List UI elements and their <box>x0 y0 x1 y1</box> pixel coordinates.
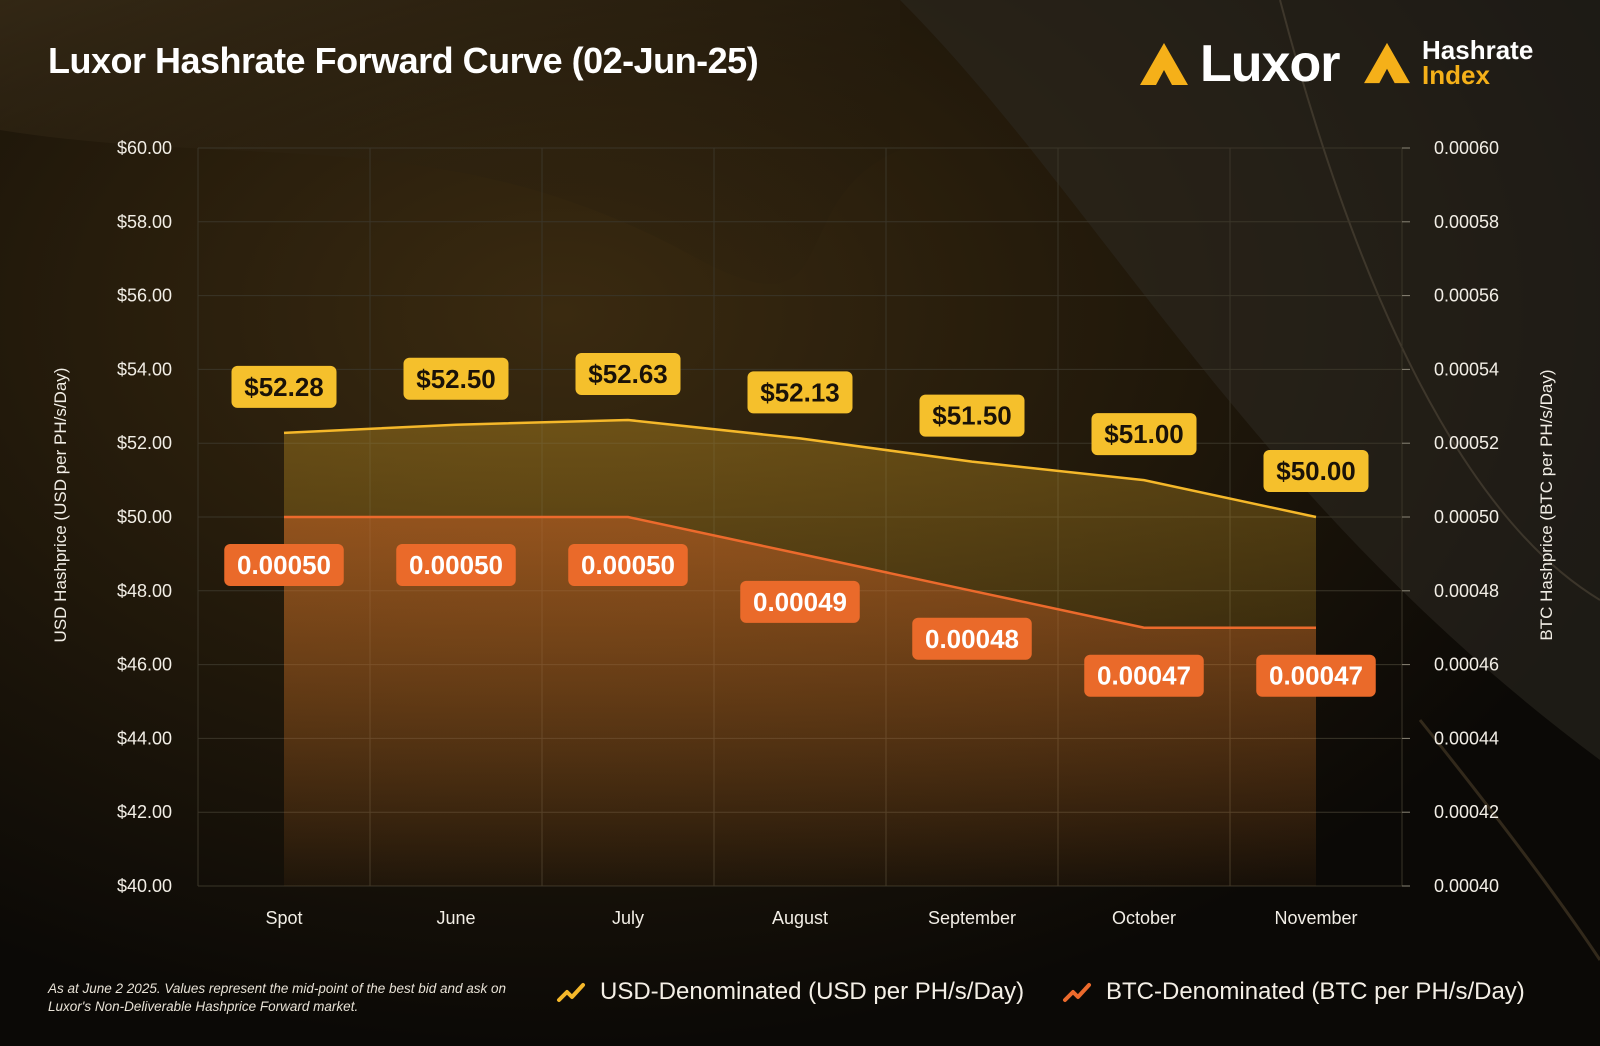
usd-data-badge <box>747 371 853 414</box>
y-right-tick-label: 0.00048 <box>1434 581 1499 601</box>
x-tick-label: October <box>1112 908 1176 928</box>
y-left-tick-label: $54.00 <box>117 359 172 379</box>
btc-data-label: 0.00047 <box>1269 661 1363 691</box>
usd-data-label: $52.63 <box>588 359 668 389</box>
y-right-tick-label: 0.00046 <box>1434 655 1499 675</box>
legend-label-usd: USD-Denominated (USD per PH/s/Day) <box>600 978 1025 1005</box>
btc-data-badge <box>224 544 344 586</box>
usd-series-line <box>283 418 1317 519</box>
usd-data-label: $52.50 <box>416 364 496 394</box>
x-tick-label: June <box>436 908 475 928</box>
usd-data-badge <box>1263 450 1369 492</box>
hashrate-index-mark-icon <box>1364 42 1410 83</box>
legend-label-btc: BTC-Denominated (BTC per PH/s/Day) <box>1106 978 1525 1005</box>
y-left-tick-label: $52.00 <box>117 433 172 453</box>
usd-data-badge <box>403 357 509 400</box>
y-left-tick-label: $50.00 <box>117 507 172 527</box>
usd-trend-icon <box>557 983 585 1002</box>
btc-data-label: 0.00050 <box>581 550 675 580</box>
btc-data-badge <box>1084 654 1204 697</box>
y-left-tick-label: $58.00 <box>117 212 172 232</box>
y-right-tick-label: 0.00044 <box>1434 728 1499 748</box>
legend-item-usd: USD-Denominated (USD per PH/s/Day) <box>556 978 1024 1006</box>
btc-data-badge <box>396 544 516 586</box>
y-left-tick-label: $42.00 <box>117 802 172 822</box>
legend-item-btc: BTC-Denominated (BTC per PH/s/Day) <box>1062 978 1525 1006</box>
btc-data-label: 0.00049 <box>753 587 847 617</box>
x-tick-label: September <box>928 908 1016 928</box>
hashrate-index-logo: Hashrate Index <box>1362 35 1534 90</box>
y-right-tick-label: 0.00052 <box>1434 433 1499 453</box>
y-left-tick-label: $46.00 <box>117 655 172 675</box>
y-right-axis-title: BTC Hashprice (BTC per PH/s/Day) <box>1537 369 1556 640</box>
y-left-tick-label: $60.00 <box>117 138 172 158</box>
usd-data-label: $52.13 <box>760 377 840 407</box>
x-tick-label: July <box>612 908 644 928</box>
btc-data-label: 0.00050 <box>409 550 503 580</box>
y-right-tick-label: 0.00054 <box>1434 359 1499 379</box>
usd-data-badge <box>919 394 1025 437</box>
usd-data-badge <box>575 352 681 395</box>
btc-data-badge <box>1256 654 1376 697</box>
hashrate-index-line1: Hashrate <box>1422 35 1534 65</box>
y-right-tick-label: 0.00050 <box>1434 507 1499 527</box>
y-left-tick-label: $40.00 <box>117 876 172 896</box>
footnote: As at June 2 2025. Values represent the … <box>48 981 507 1014</box>
x-tick-label: November <box>1274 908 1357 928</box>
usd-data-badge <box>231 365 337 408</box>
hashrate-index-line2: Index <box>1422 59 1490 90</box>
y-right-tick-label: 0.00060 <box>1434 138 1499 158</box>
y-left-tick-label: $48.00 <box>117 581 172 601</box>
y-right-tick-label: 0.00040 <box>1434 876 1499 896</box>
y-left-tick-label: $56.00 <box>117 286 172 306</box>
btc-data-label: 0.00047 <box>1097 661 1191 691</box>
btc-data-label: 0.00048 <box>925 624 1019 654</box>
usd-data-label: $51.00 <box>1104 419 1184 449</box>
y-right-tick-label: 0.00058 <box>1434 212 1499 232</box>
btc-trend-icon <box>1063 983 1091 1002</box>
btc-data-badge <box>740 580 860 623</box>
x-tick-label: August <box>772 908 828 928</box>
usd-data-label: $52.28 <box>244 372 324 402</box>
btc-data-badge <box>912 617 1032 660</box>
usd-data-label: $51.50 <box>932 401 1012 431</box>
btc-data-label: 0.00050 <box>237 550 331 580</box>
x-tick-label: Spot <box>265 908 302 928</box>
y-right-tick-label: 0.00042 <box>1434 802 1499 822</box>
chart-title: Luxor Hashrate Forward Curve (02-Jun-25) <box>48 40 759 81</box>
y-left-tick-label: $44.00 <box>117 728 172 748</box>
btc-data-badge <box>568 544 688 586</box>
luxor-mark-icon <box>1140 43 1188 85</box>
luxor-wordmark: Luxor <box>1200 35 1340 93</box>
btc-series-line <box>284 515 1316 629</box>
usd-data-label: $50.00 <box>1276 456 1356 486</box>
hashrate-index-wordmark: Hashrate Index <box>1422 35 1534 90</box>
y-right-tick-label: 0.00056 <box>1434 286 1499 306</box>
usd-data-badge <box>1091 413 1197 456</box>
y-left-axis-title: USD Hashprice (USD per PH/s/Day) <box>51 368 70 643</box>
luxor-logo: Luxor <box>1138 35 1340 93</box>
